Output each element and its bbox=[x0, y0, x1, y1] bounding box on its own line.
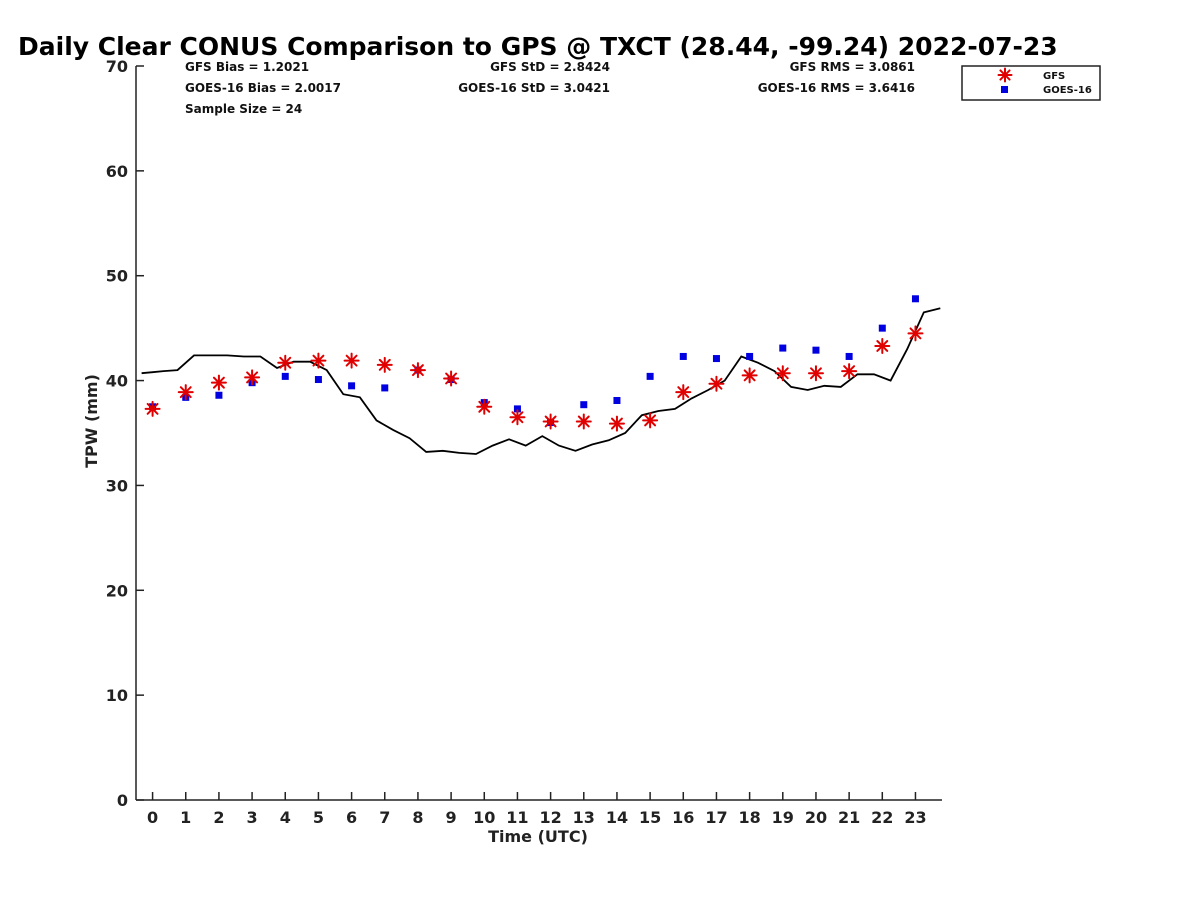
x-tick-label-6: 6 bbox=[346, 808, 357, 827]
goes-rms-text: GOES-16 RMS = 3.6416 bbox=[758, 81, 915, 95]
gfs-point-7 bbox=[376, 356, 393, 373]
x-tick-label-2: 2 bbox=[213, 808, 224, 827]
gfs-point-3 bbox=[244, 369, 261, 386]
x-tick-label-9: 9 bbox=[446, 808, 457, 827]
goes16-point-19 bbox=[779, 344, 787, 352]
goes16-point-17 bbox=[712, 355, 720, 363]
x-tick-label-11: 11 bbox=[506, 808, 528, 827]
goes16-point-11 bbox=[513, 405, 521, 413]
gfs-bias-text: GFS Bias = 1.2021 bbox=[185, 60, 309, 74]
x-tick-label-14: 14 bbox=[606, 808, 628, 827]
x-tick-label-1: 1 bbox=[180, 808, 191, 827]
gfs-std-text: GFS StD = 2.8424 bbox=[490, 60, 610, 74]
x-tick-label-13: 13 bbox=[573, 808, 595, 827]
gfs-point-4 bbox=[277, 354, 294, 371]
x-tick-label-22: 22 bbox=[871, 808, 893, 827]
x-tick-label-7: 7 bbox=[379, 808, 390, 827]
gfs-point-2 bbox=[210, 374, 227, 391]
gfs-point-22 bbox=[874, 337, 891, 354]
gfs-point-11 bbox=[509, 409, 526, 426]
x-tick-label-10: 10 bbox=[473, 808, 495, 827]
y-tick-label-10: 10 bbox=[106, 686, 128, 705]
gfs-point-10 bbox=[476, 398, 493, 415]
x-tick-label-8: 8 bbox=[412, 808, 423, 827]
x-tick-label-4: 4 bbox=[280, 808, 291, 827]
y-axis-label: TPW (mm) bbox=[82, 374, 101, 468]
x-tick-label-3: 3 bbox=[247, 808, 258, 827]
y-tick-label-60: 60 bbox=[106, 162, 128, 181]
gfs-series bbox=[144, 325, 924, 432]
x-tick-label-21: 21 bbox=[838, 808, 860, 827]
goes16-series bbox=[149, 295, 919, 427]
x-tick-label-16: 16 bbox=[672, 808, 694, 827]
gfs-point-17 bbox=[708, 375, 725, 392]
legend-gfs-asterisk bbox=[997, 67, 1013, 83]
gfs-point-1 bbox=[177, 384, 194, 401]
y-tick-label-20: 20 bbox=[106, 581, 128, 600]
x-tick-label-15: 15 bbox=[639, 808, 661, 827]
gfs-point-20 bbox=[807, 365, 824, 382]
goes16-point-6 bbox=[348, 382, 356, 390]
x-tick-label-0: 0 bbox=[147, 808, 158, 827]
goes16-point-22 bbox=[878, 324, 886, 332]
goes16-point-14 bbox=[613, 396, 621, 404]
goes16-point-4 bbox=[281, 372, 289, 380]
gfs-point-14 bbox=[608, 415, 625, 432]
gfs-point-9 bbox=[443, 370, 460, 387]
legend: GFS GOES-16 bbox=[961, 65, 1101, 101]
gfs-point-19 bbox=[774, 365, 791, 382]
line-path bbox=[141, 307, 941, 455]
x-tick-label-12: 12 bbox=[539, 808, 561, 827]
y-tick-label-30: 30 bbox=[106, 476, 128, 495]
legend-gfs-marker bbox=[997, 67, 1013, 83]
goes-std-text: GOES-16 StD = 3.0421 bbox=[458, 81, 610, 95]
goes-bias-text: GOES-16 Bias = 2.0017 bbox=[185, 81, 341, 95]
y-axis-ticks: 0 10 20 30 40 50 60 70 bbox=[106, 57, 144, 810]
x-tick-label-23: 23 bbox=[904, 808, 926, 827]
gfs-point-0 bbox=[144, 400, 161, 417]
legend-gfs-label: GFS bbox=[1043, 71, 1065, 82]
x-tick-label-18: 18 bbox=[738, 808, 760, 827]
gfs-point-13 bbox=[575, 413, 592, 430]
y-tick-label-70: 70 bbox=[106, 57, 128, 76]
axes bbox=[135, 66, 942, 801]
gfs-point-23 bbox=[907, 325, 924, 342]
y-tick-label-0: 0 bbox=[117, 791, 128, 810]
line-series bbox=[141, 307, 941, 455]
goes16-point-13 bbox=[580, 401, 588, 409]
gfs-rms-text: GFS RMS = 3.0861 bbox=[790, 60, 915, 74]
x-tick-label-5: 5 bbox=[313, 808, 324, 827]
legend-goes-marker bbox=[1001, 86, 1008, 93]
x-tick-label-20: 20 bbox=[805, 808, 827, 827]
legend-box bbox=[961, 65, 1101, 101]
stats-panel: GFS Bias = 1.2021 GOES-16 Bias = 2.0017 … bbox=[185, 60, 915, 116]
goes16-point-18 bbox=[746, 352, 754, 360]
legend-goes-label: GOES-16 bbox=[1043, 85, 1092, 96]
goes16-point-5 bbox=[314, 376, 322, 384]
goes16-point-20 bbox=[812, 346, 820, 354]
y-tick-label-40: 40 bbox=[106, 372, 128, 391]
x-tick-label-17: 17 bbox=[705, 808, 727, 827]
x-axis-ticks: 0 1 2 3 4 5 6 7 8 9 10 11 12 13 14 15 16 17 18 19 20 21 22 23 bbox=[147, 792, 927, 827]
goes16-point-15 bbox=[646, 372, 654, 380]
chart-title: Daily Clear CONUS Comparison to GPS @ TX… bbox=[18, 32, 1058, 61]
gfs-point-16 bbox=[675, 384, 692, 401]
gfs-point-21 bbox=[841, 363, 858, 380]
goes16-point-7 bbox=[381, 384, 389, 392]
y-tick-label-50: 50 bbox=[106, 267, 128, 286]
gfs-point-6 bbox=[343, 352, 360, 369]
goes16-point-23 bbox=[911, 295, 919, 303]
x-tick-label-19: 19 bbox=[772, 808, 794, 827]
gfs-point-8 bbox=[409, 362, 426, 379]
gfs-point-15 bbox=[642, 412, 659, 429]
sample-size-text: Sample Size = 24 bbox=[185, 102, 302, 116]
goes16-point-21 bbox=[845, 352, 853, 360]
gfs-point-5 bbox=[310, 352, 327, 369]
goes16-point-16 bbox=[679, 352, 687, 360]
gfs-point-18 bbox=[741, 367, 758, 384]
gfs-point-12 bbox=[542, 413, 559, 430]
goes16-point-2 bbox=[215, 391, 223, 399]
x-axis-label: Time (UTC) bbox=[488, 827, 588, 846]
